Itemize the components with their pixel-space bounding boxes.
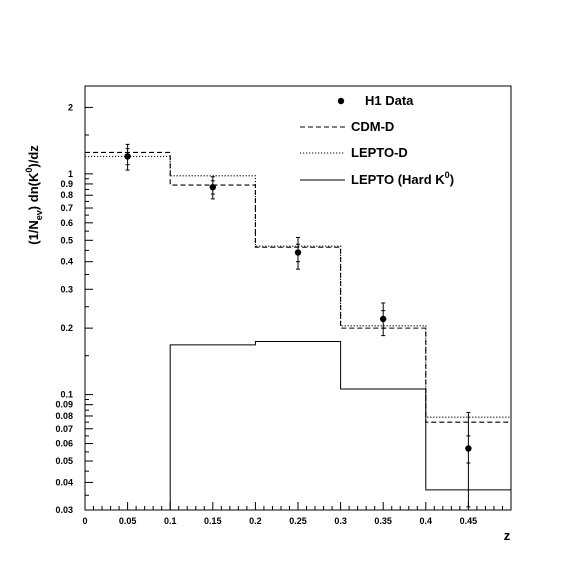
x-tick-label: 0.45 [460, 516, 478, 526]
x-tick-label: 0.3 [334, 516, 347, 526]
data-point-marker [380, 315, 387, 323]
data-point-group [209, 176, 216, 200]
y-tick-label: 0.1 [60, 390, 73, 400]
legend-label-text: CDM-D [351, 119, 394, 134]
data-point-group [124, 143, 131, 171]
x-tick-label: 0.35 [374, 516, 392, 526]
legend-label-h1-data: H1 Data [365, 93, 414, 108]
y-tick-label: 0.7 [60, 203, 73, 213]
x-tick-label: 0.2 [249, 516, 262, 526]
legend-label-text: LEPTO-D [351, 145, 408, 160]
y-tick-label: 0.4 [60, 257, 73, 267]
legend-label-dashed: CDM-D [351, 119, 394, 134]
legend-label-sup: 0 [445, 170, 450, 180]
data-point-marker [209, 183, 216, 191]
x-tick-label: 0.25 [289, 516, 307, 526]
data-point-marker [294, 249, 302, 256]
y-tick-label: 2 [68, 102, 73, 112]
legend-label-solid: LEPTO (Hard K0) [351, 170, 454, 187]
x-tick-label: 0.4 [420, 516, 433, 526]
x-axis: 0 0.05 0.1 0.15 0.2 0.25 0.3 0.35 0.4 0.45 [82, 502, 512, 526]
y-tick-label: 0.6 [60, 218, 73, 228]
legend-label-dotted: LEPTO-D [351, 145, 408, 160]
x-tick-label: 0.05 [119, 516, 137, 526]
data-point-group [294, 236, 302, 270]
data-point-marker [124, 153, 131, 160]
y-tick-label: 1 [68, 169, 73, 179]
legend-label-text: LEPTO (Hard K [351, 172, 445, 187]
y-tick-label: 0.9 [60, 179, 73, 189]
x-tick-label: 0 [82, 516, 87, 526]
legend-marker-h1-data [337, 97, 345, 105]
x-tick-label: 0.1 [164, 516, 177, 526]
y-tick-label: 0.05 [55, 456, 73, 466]
y-tick-label: 0.06 [55, 439, 73, 449]
data-point-group [380, 302, 387, 337]
data-points-layer [124, 143, 472, 508]
y-tick-label: 0.2 [60, 323, 73, 333]
y-tick-label: 0.03 [55, 505, 73, 515]
y-tick-label: 0.5 [60, 235, 73, 245]
y-tick-label: 0.3 [60, 284, 73, 294]
legend-label-end: ) [450, 172, 454, 187]
y-tick-label: 0.07 [55, 424, 73, 434]
y-tick-label: 0.8 [60, 190, 73, 200]
y-axis-label-sup: 0 [24, 168, 34, 173]
series-dotted-line [85, 155, 511, 418]
y-tick-label: 0.08 [55, 411, 73, 421]
y-axis-label: (1/Nev) dn(K0)/dz [24, 145, 44, 245]
data-point-group [465, 411, 472, 508]
y-axis-label-part3: )/dz [26, 145, 41, 168]
y-axis: 0.03 0.04 0.05 0.06 0.07 0.080.090.1 0.2 0.3 0.4… [55, 85, 93, 515]
y-tick-label: 0.04 [55, 477, 73, 487]
x-tick-label: 0.15 [204, 516, 222, 526]
y-axis-label-part1: (1/N [26, 220, 41, 245]
series-solid-line [169, 340, 511, 510]
y-axis-label-sub: ev [34, 210, 44, 220]
legend: H1 Data CDM-D LEPTO-D LEPTO (Hard K0) [300, 93, 454, 187]
y-tick-label: 0.09 [55, 400, 73, 410]
data-point-marker [465, 445, 472, 452]
x-axis-label: z [504, 528, 511, 543]
y-axis-label-part2: ) dn(K [26, 172, 41, 210]
